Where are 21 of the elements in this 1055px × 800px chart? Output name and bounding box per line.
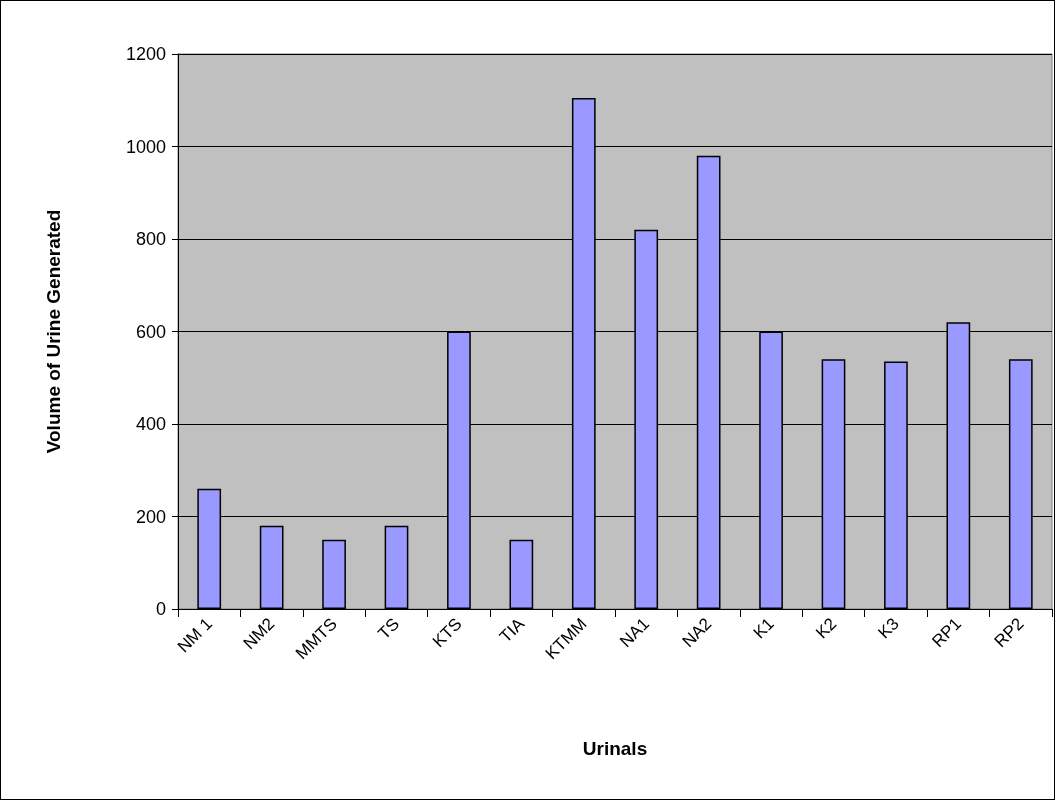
x-tick-label: K2 <box>812 614 841 643</box>
bar <box>322 539 346 609</box>
x-tick-label: K1 <box>749 614 778 643</box>
y-tick-label: 600 <box>135 321 166 342</box>
y-tick-label: 1200 <box>125 44 166 64</box>
y-tick-label: 800 <box>135 229 166 249</box>
y-tick-label: 1000 <box>125 136 166 157</box>
x-axis-title: Urinals <box>582 738 648 759</box>
y-tick-label: 400 <box>135 414 166 434</box>
x-tick-label: NM 1 <box>173 614 216 657</box>
x-tick-label: RP1 <box>928 614 966 652</box>
x-tick-label: K3 <box>874 614 903 643</box>
x-tick-label: TIA <box>495 613 529 647</box>
y-axis-title: Volume of Urine Generated <box>43 209 64 454</box>
y-tick-label: 0 <box>155 599 166 619</box>
y-tick-label: 200 <box>135 506 166 527</box>
bar <box>509 539 534 609</box>
bar <box>384 525 409 609</box>
x-tick-label: NA1 <box>616 614 653 652</box>
bar <box>259 525 284 609</box>
x-tick-label: TS <box>374 614 404 644</box>
